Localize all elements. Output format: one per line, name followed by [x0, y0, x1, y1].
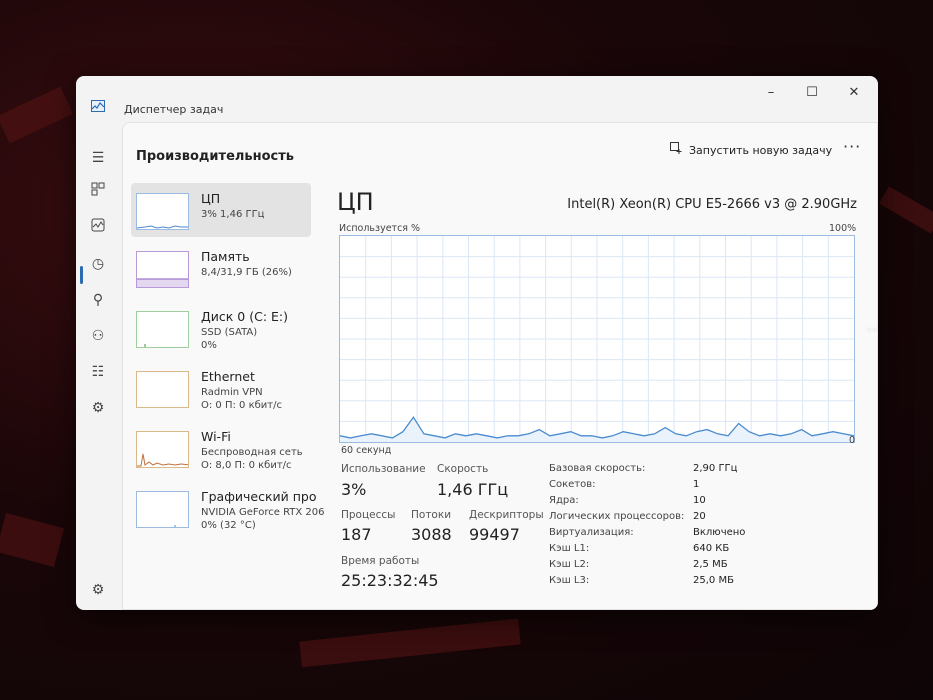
l2-cache-value: 2,5 МБ: [693, 559, 728, 570]
device-detail: 0% (32 °C): [201, 520, 256, 531]
device-detail: 3% 1,46 ГГц: [201, 209, 265, 220]
sockets-value: 1: [693, 479, 700, 490]
cpu-thumbnail-graph: [136, 193, 189, 230]
device-detail: Radmin VPN: [201, 387, 263, 398]
close-button[interactable]: ✕: [848, 85, 860, 100]
device-detail: NVIDIA GeForce RTX 206: [201, 507, 325, 518]
run-new-task-label: Запустить новую задачу: [689, 144, 833, 157]
device-detail: О: 8,0 П: 0 кбит/с: [201, 460, 292, 471]
performance-icon[interactable]: [88, 218, 108, 238]
uptime-value: 25:23:32:45: [341, 571, 439, 590]
device-detail: 8,4/31,9 ГБ (26%): [201, 267, 292, 278]
title-bar[interactable]: Диспетчер задач – ☐ ✕: [76, 76, 878, 118]
panel-title: ЦП: [337, 188, 374, 216]
handles-label: Дескрипторы: [469, 509, 544, 521]
device-name: Диск 0 (C: E:): [201, 309, 288, 324]
ethernet-thumbnail-graph: [136, 371, 189, 408]
logical-processors-value: 20: [693, 511, 706, 522]
window-title: Диспетчер задач: [124, 103, 224, 116]
details-icon[interactable]: ☷: [91, 364, 105, 380]
graph-max-label: 100%: [829, 223, 857, 234]
graph-y-label: Используется %: [339, 223, 421, 234]
device-list: ЦП 3% 1,46 ГГц Память 8,4/31,9 ГБ (26%) …: [123, 183, 325, 609]
l1-cache-label: Кэш L1:: [549, 543, 590, 554]
settings-icon[interactable]: ⚙: [91, 582, 105, 598]
more-options-button[interactable]: ···: [843, 137, 862, 156]
task-manager-app-icon: [91, 100, 105, 112]
device-detail: 0%: [201, 340, 217, 351]
wifi-thumbnail-graph: [136, 431, 189, 468]
device-detail: О: 0 П: 0 кбит/с: [201, 400, 282, 411]
threads-label: Потоки: [411, 509, 452, 521]
active-nav-indicator: [80, 266, 83, 284]
cpu-usage-line: [339, 416, 855, 439]
cpu-usage-graph-svg: [339, 236, 855, 442]
l3-cache-label: Кэш L3:: [549, 575, 590, 586]
run-new-task-button[interactable]: Запустить новую задачу: [669, 142, 832, 157]
uptime-label: Время работы: [341, 555, 420, 567]
navigation-rail: ☰ ◷ ⚲ ⚇ ☷ ⚙ ⚙: [76, 118, 120, 610]
new-task-icon: [669, 142, 683, 157]
cpu-details-panel: ЦП Intel(R) Xeon(R) CPU E5-2666 v3 @ 2.9…: [333, 183, 877, 609]
speed-label: Скорость: [437, 463, 489, 475]
device-name: Wi-Fi: [201, 429, 231, 444]
disk-thumbnail-graph: [136, 311, 189, 348]
device-name: Память: [201, 249, 250, 264]
device-name: Графический про: [201, 489, 317, 504]
device-item-ethernet[interactable]: Ethernet Radmin VPN О: 0 П: 0 кбит/с: [131, 361, 311, 415]
graph-time-label: 60 секунд: [341, 445, 392, 456]
processes-label: Процессы: [341, 509, 396, 521]
handles-value: 99497: [469, 525, 520, 544]
threads-value: 3088: [411, 525, 452, 544]
device-name: ЦП: [201, 191, 221, 206]
device-item-cpu[interactable]: ЦП 3% 1,46 ГГц: [131, 183, 311, 237]
processes-value: 187: [341, 525, 372, 544]
device-item-gpu[interactable]: Графический про NVIDIA GeForce RTX 206 0…: [131, 481, 325, 535]
gpu-thumbnail-graph: [136, 491, 189, 528]
maximize-button[interactable]: ☐: [806, 85, 818, 100]
content-pane: Производительность Запустить новую задач…: [122, 122, 878, 610]
services-icon[interactable]: ⚙: [91, 400, 105, 416]
virtualization-label: Виртуализация:: [549, 527, 634, 538]
speed-value: 1,46 ГГц: [437, 480, 509, 499]
page-title: Производительность: [136, 149, 295, 164]
base-speed-value: 2,90 ГГц: [693, 463, 738, 474]
device-detail: Беспроводная сеть: [201, 447, 303, 458]
processes-icon[interactable]: [88, 182, 108, 202]
memory-thumbnail-graph: [136, 251, 189, 288]
resize-cursor-icon: ⇔: [866, 322, 878, 338]
device-name: Ethernet: [201, 369, 255, 384]
menu-icon[interactable]: ☰: [91, 150, 105, 166]
graph-min-label: 0: [849, 435, 856, 446]
history-icon[interactable]: ◷: [91, 256, 105, 272]
usage-value: 3%: [341, 480, 367, 499]
minimize-button[interactable]: –: [767, 85, 775, 100]
cpu-usage-graph[interactable]: [339, 235, 855, 443]
l2-cache-label: Кэш L2:: [549, 559, 590, 570]
l1-cache-value: 640 КБ: [693, 543, 730, 554]
task-manager-window: Диспетчер задач – ☐ ✕ ☰ ◷ ⚲ ⚇ ☷ ⚙ ⚙ Прои…: [76, 76, 878, 610]
startup-icon[interactable]: ⚲: [92, 292, 104, 308]
device-detail: SSD (SATA): [201, 327, 258, 338]
usage-label: Использование: [341, 463, 426, 475]
cores-value: 10: [693, 495, 706, 506]
cpu-model: Intel(R) Xeon(R) CPU E5-2666 v3 @ 2.90GH…: [567, 197, 857, 212]
logical-processors-label: Логических процессоров:: [549, 511, 685, 522]
l3-cache-value: 25,0 МБ: [693, 575, 734, 586]
cores-label: Ядра:: [549, 495, 579, 506]
base-speed-label: Базовая скорость:: [549, 463, 646, 474]
virtualization-value: Включено: [693, 527, 746, 538]
device-item-wifi[interactable]: Wi-Fi Беспроводная сеть О: 8,0 П: 0 кбит…: [131, 421, 311, 475]
users-icon[interactable]: ⚇: [91, 328, 105, 344]
device-item-memory[interactable]: Память 8,4/31,9 ГБ (26%): [131, 241, 311, 295]
sockets-label: Сокетов:: [549, 479, 596, 490]
device-item-disk[interactable]: Диск 0 (C: E:) SSD (SATA) 0%: [131, 301, 311, 355]
